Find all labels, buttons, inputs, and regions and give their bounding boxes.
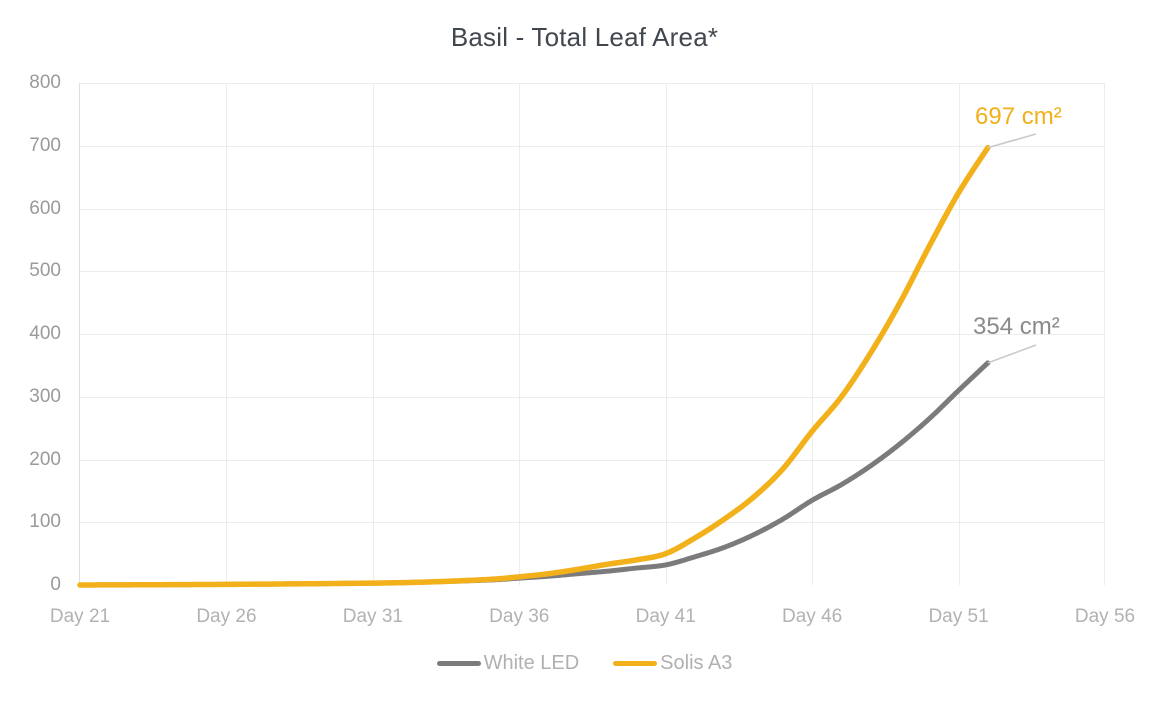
x-axis-tick-day51: Day 51 xyxy=(928,606,989,627)
legend-label-solis-a3: Solis A3 xyxy=(660,652,733,674)
gridline-horizontal-600 xyxy=(80,208,1105,210)
gridline-vertical-day46 xyxy=(812,83,814,585)
gridline-vertical-day26 xyxy=(226,83,228,585)
chart-title: Basil - Total Leaf Area* xyxy=(450,22,719,52)
legend-swatch-solis-a3 xyxy=(613,661,658,666)
legend-item-white-led[interactable]: White LED xyxy=(436,652,580,675)
legend-label-white-led: White LED xyxy=(483,652,580,674)
x-axis-tick-day31: Day 31 xyxy=(342,606,403,627)
gridline-vertical-day41 xyxy=(665,83,667,585)
y-axis-tick-300: 300 xyxy=(29,385,61,407)
x-axis-tick-day26: Day 26 xyxy=(196,606,257,627)
y-axis-tick-0: 0 xyxy=(50,574,61,595)
y-axis-tick-500: 500 xyxy=(29,260,61,282)
data-label-white-led: 354 cm² xyxy=(973,313,1060,340)
x-axis-tick-day46: Day 46 xyxy=(782,606,843,627)
legend-item-solis-a3[interactable]: Solis A3 xyxy=(613,652,732,675)
y-axis-tick-600: 600 xyxy=(29,197,61,219)
plot-area xyxy=(80,83,1105,585)
chart-legend: White LED Solis A3 xyxy=(0,652,1169,675)
leader-line-white-led xyxy=(987,344,1037,364)
leader-line-solis-a3 xyxy=(987,133,1037,149)
y-axis-tick-200: 200 xyxy=(29,448,61,470)
gridline-vertical-day36 xyxy=(519,83,521,585)
gridline-vertical-day56 xyxy=(1104,83,1105,585)
y-axis-tick-700: 700 xyxy=(29,134,61,156)
y-axis-line xyxy=(79,83,80,586)
gridline-vertical-day31 xyxy=(372,83,374,585)
gridline-horizontal-300 xyxy=(80,396,1105,398)
x-axis-tick-day36: Day 36 xyxy=(489,606,550,627)
gridline-horizontal-800 xyxy=(80,83,1105,84)
gridline-horizontal-100 xyxy=(80,522,1105,524)
series-line-white-led xyxy=(77,360,991,588)
y-axis-tick-400: 400 xyxy=(29,323,61,344)
y-axis-tick-100: 100 xyxy=(29,511,61,533)
x-axis-tick-day21: Day 21 xyxy=(49,606,111,627)
y-axis-tick-800: 800 xyxy=(29,72,61,93)
gridline-horizontal-400 xyxy=(80,334,1105,335)
x-axis-tick-day41: Day 41 xyxy=(635,606,696,627)
gridline-horizontal-500 xyxy=(80,271,1105,273)
legend-swatch-white-led xyxy=(436,661,481,666)
gridline-vertical-day51 xyxy=(958,83,960,585)
data-label-solis-a3: 697 cm² xyxy=(975,103,1062,130)
series-line-solis-a3 xyxy=(77,144,991,588)
gridline-horizontal-700 xyxy=(80,145,1105,147)
gridline-horizontal-200 xyxy=(80,459,1105,461)
x-axis-tick-day56: Day 56 xyxy=(1074,606,1136,627)
